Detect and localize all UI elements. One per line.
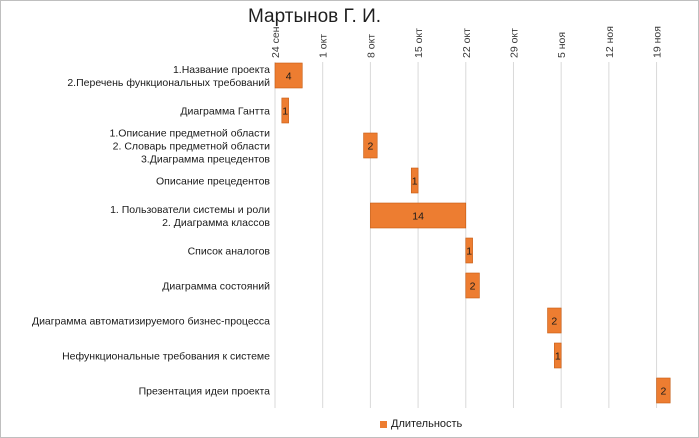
x-tick-label: 19 ноя	[652, 26, 664, 58]
category-label: 2.Перечень функциональных требований	[67, 77, 270, 89]
x-tick-label: 8 окт	[365, 34, 377, 58]
bar-value-label: 2	[470, 281, 476, 293]
bar-value-label: 1	[282, 106, 288, 118]
category-label: Нефункциональные требования к системе	[62, 351, 270, 363]
grid-lines	[274, 62, 658, 408]
gantt-bar	[274, 62, 303, 89]
bar-value-label: 1	[412, 176, 418, 188]
x-tick-label: 1 окт	[318, 34, 330, 58]
category-label: 2. Словарь предметной области	[113, 141, 270, 153]
bar-value-label: 2	[551, 316, 557, 328]
gantt-bar	[281, 97, 289, 124]
category-label: 2. Диаграмма классов	[162, 217, 270, 229]
legend: Длительность	[380, 418, 462, 430]
category-label: Диаграмма Гантта	[180, 106, 270, 118]
category-label: 3.Диаграмма прецедентов	[141, 154, 270, 166]
bar-value-label: 1	[555, 351, 561, 363]
category-label: 1.Описание предметной области	[110, 128, 271, 140]
gantt-bar	[547, 307, 562, 334]
bars: 4 1 2 1 14 1 2 2 1 2	[274, 62, 671, 404]
gantt-bar	[363, 132, 378, 159]
gantt-bar	[465, 272, 480, 299]
category-label: Описание прецедентов	[156, 176, 270, 188]
gantt-bar	[465, 237, 473, 264]
x-tick-label: 22 окт	[461, 28, 473, 58]
gantt-bar	[410, 167, 419, 194]
category-label: Диаграмма автоматизируемого бизнес-проце…	[32, 316, 270, 328]
gantt-bar	[656, 377, 671, 404]
category-label: Диаграмма состояний	[162, 281, 270, 293]
gantt-bar	[370, 202, 467, 229]
x-tick-label: 5 ноя	[556, 32, 568, 58]
x-tick-label: 29 окт	[508, 28, 520, 58]
bar-value-label: 14	[412, 211, 424, 223]
gantt-bar	[554, 342, 562, 369]
chart-title: Мартынов Г. И.	[248, 6, 382, 27]
bar-value-label: 2	[367, 141, 373, 153]
legend-swatch	[380, 420, 387, 428]
bar-value-label: 1	[466, 246, 472, 258]
legend-label: Длительность	[391, 418, 463, 430]
x-axis-ticks: 24 сен 1 окт 8 окт 15 окт 22 окт 29 окт 5 ноя 1…	[270, 26, 664, 58]
bar-value-label: 2	[660, 386, 666, 398]
bar-value-label: 4	[286, 71, 292, 83]
category-label: 1.Название проекта	[173, 64, 270, 76]
category-label: Список аналогов	[188, 246, 271, 258]
x-tick-label: 12 ноя	[604, 26, 616, 58]
category-label: Презентация идеи проекта	[139, 386, 271, 398]
x-tick-label: 15 окт	[413, 28, 425, 58]
category-label: 1. Пользователи системы и роли	[110, 204, 270, 216]
x-tick-label: 24 сен	[270, 26, 282, 58]
